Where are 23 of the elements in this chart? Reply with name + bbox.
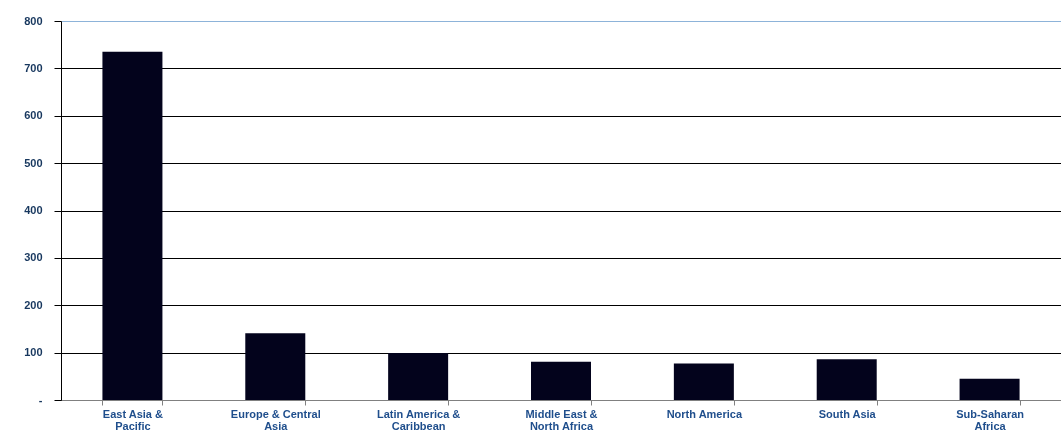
x-tick-label: Sub-Saharan Africa [956,407,1025,432]
x-tick-label: North America [666,407,743,420]
y-tick-label: 300 [24,251,43,264]
bar [388,353,449,400]
x-tick-label: South Asia [818,407,877,420]
x-tick-label: Europe & Central Asia [230,407,321,432]
y-tick-label: 200 [24,298,43,311]
y-tick-label: 100 [24,346,43,359]
y-tick-label: 400 [24,204,43,216]
y-tick-label: 700 [24,61,43,74]
y-tick-label: - [38,393,43,406]
x-tick-label: Latin America & Caribbean [376,407,461,432]
bar [531,361,591,400]
bar [959,378,1020,400]
y-tick-label: 500 [24,156,43,169]
y-tick-label: 800 [24,14,43,27]
bar [102,51,163,400]
bar [816,359,877,400]
x-tick-label: East Asia & Pacific [102,407,164,432]
y-tick-label: 600 [24,109,43,122]
bar [673,363,734,400]
x-tick-label: Middle East & North Africa [525,407,598,432]
bar [245,333,306,400]
